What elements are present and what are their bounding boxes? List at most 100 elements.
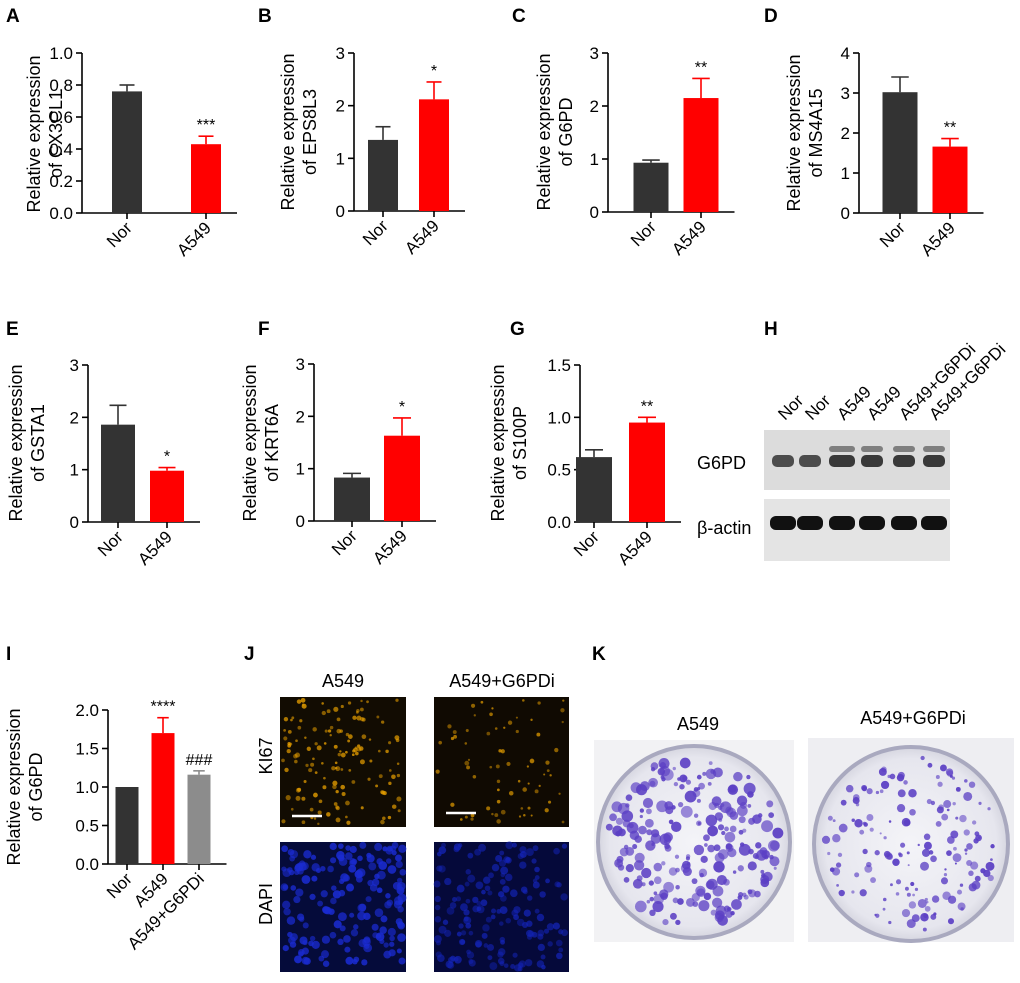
nucleus: [388, 769, 392, 772]
nucleus: [331, 885, 337, 891]
nucleus: [491, 908, 497, 914]
colony: [837, 852, 843, 858]
nucleus: [287, 729, 292, 734]
significance-mark: ###: [186, 752, 213, 769]
nucleus: [518, 960, 526, 968]
nucleus: [532, 878, 538, 884]
panel-label-F: F: [258, 319, 270, 340]
colony: [920, 861, 929, 871]
colony: [698, 900, 710, 912]
nucleus: [380, 720, 385, 724]
y-axis-label: Relative expression of GSTA1: [6, 364, 48, 521]
nucleus: [367, 777, 371, 781]
colony: [821, 835, 831, 844]
colony: [677, 898, 684, 905]
colony: [670, 912, 677, 920]
nucleus: [536, 960, 545, 968]
y-tick-label: 2: [336, 97, 345, 116]
nucleus: [295, 795, 301, 801]
colony: [945, 768, 954, 776]
nucleus: [340, 704, 344, 709]
x-tick-label: Nor: [570, 527, 603, 560]
y-tick-label: 3: [590, 44, 599, 63]
nucleus: [393, 900, 403, 909]
colony: [963, 791, 973, 801]
colony: [911, 914, 920, 923]
colony: [705, 880, 715, 890]
y-tick-label: 1: [336, 149, 345, 168]
nucleus: [436, 954, 445, 963]
colony: [663, 881, 675, 893]
colony: [901, 908, 911, 918]
if-cell-nuclei: [280, 697, 569, 972]
nucleus: [519, 861, 527, 869]
nucleus: [510, 963, 516, 970]
colony: [650, 833, 662, 844]
nucleus: [371, 923, 379, 931]
colony: [685, 898, 695, 907]
nucleus: [337, 912, 347, 922]
nucleus: [321, 761, 324, 765]
nucleus: [504, 873, 513, 882]
x-tick-label: Nor: [94, 527, 127, 560]
nucleus: [282, 944, 289, 952]
nucleus: [331, 766, 336, 771]
nucleus: [460, 930, 467, 936]
colony: [713, 844, 721, 852]
nucleus: [282, 900, 291, 909]
colony: [702, 771, 707, 776]
colony: [951, 776, 956, 780]
colony: [968, 883, 977, 892]
nucleus: [396, 796, 402, 802]
nucleus: [486, 731, 491, 736]
nucleus: [481, 932, 488, 939]
nucleus: [333, 802, 338, 806]
colony: [927, 762, 933, 768]
colony: [671, 821, 682, 833]
colony: [653, 876, 662, 885]
nucleus: [496, 799, 501, 804]
nucleus: [562, 699, 565, 702]
nucleus: [322, 785, 327, 790]
colony: [639, 808, 645, 813]
nucleus: [397, 933, 406, 942]
nucleus: [397, 883, 403, 889]
significance-mark: ****: [151, 699, 176, 716]
blot-lane-label: Nor: [774, 391, 807, 424]
colony: [990, 844, 995, 849]
nucleus: [507, 720, 513, 725]
colony: [862, 848, 868, 855]
colony: [747, 889, 753, 895]
nucleus: [312, 757, 315, 761]
colony: [693, 844, 705, 856]
nucleus: [352, 715, 357, 720]
nucleus: [531, 931, 538, 938]
colony: [668, 867, 678, 876]
y-tick-label: 0: [70, 513, 79, 532]
colony: [964, 779, 968, 783]
colony: [935, 775, 940, 780]
nucleus: [515, 729, 519, 734]
y-tick-label: 1.5: [547, 356, 571, 375]
colony: [938, 804, 944, 811]
nucleus: [543, 928, 550, 934]
nucleus: [308, 940, 314, 947]
colony: [761, 849, 770, 859]
colony: [638, 825, 647, 835]
nucleus: [341, 792, 346, 797]
nucleus: [561, 720, 564, 724]
colony: [634, 900, 647, 913]
chart-D: 0 1 2 3 4 Relative expression of MS4A15 Nor ** A5…: [784, 44, 984, 260]
colony: [614, 858, 624, 868]
nucleus: [339, 925, 346, 932]
colony: [743, 894, 749, 900]
colony: [836, 883, 839, 887]
colony: [908, 789, 917, 798]
colony: [955, 816, 959, 820]
nucleus: [398, 844, 407, 853]
colony: [827, 851, 831, 856]
nucleus: [351, 780, 356, 784]
colony: [838, 823, 848, 833]
nucleus: [396, 762, 400, 766]
blot-membrane-g6pd: [764, 430, 950, 490]
